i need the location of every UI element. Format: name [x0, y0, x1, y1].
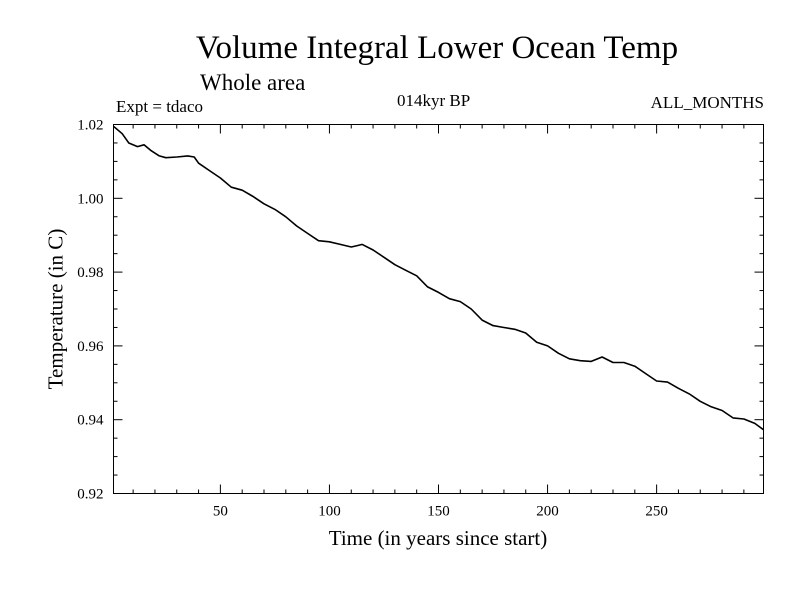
- experiment-label: Expt = tdaco: [116, 97, 204, 116]
- axis-ticks: [113, 124, 764, 494]
- x-axis-label: Time (in years since start): [328, 526, 548, 550]
- chart-title: Volume Integral Lower Ocean Temp: [195, 30, 679, 66]
- y-tick-label: 1.00: [77, 191, 103, 207]
- plot-frame: [113, 124, 764, 494]
- tick-labels: 50 100 150 200 250 0.92 0.94 0.96 0.98 1.00 1.02: [77, 118, 668, 520]
- y-tick-label: 0.98: [77, 265, 103, 281]
- y-tick-label: 0.92: [77, 487, 103, 503]
- series-line: [112, 125, 764, 431]
- x-tick-label: 200: [536, 504, 559, 520]
- y-tick-label: 0.94: [77, 413, 104, 429]
- y-tick-label: 1.02: [77, 118, 103, 134]
- period-label: 014kyr BP: [397, 91, 471, 110]
- x-tick-label: 100: [318, 504, 341, 520]
- y-axis-label: Temperature (in C): [43, 228, 68, 390]
- x-tick-label: 250: [645, 504, 668, 520]
- months-label: ALL_MONTHS: [650, 93, 764, 112]
- series-layer: [112, 125, 764, 431]
- x-tick-label: 150: [427, 504, 450, 520]
- x-tick-label: 50: [213, 504, 228, 520]
- y-tick-label: 0.96: [77, 339, 104, 355]
- chart-subtitle: Whole area: [200, 70, 306, 95]
